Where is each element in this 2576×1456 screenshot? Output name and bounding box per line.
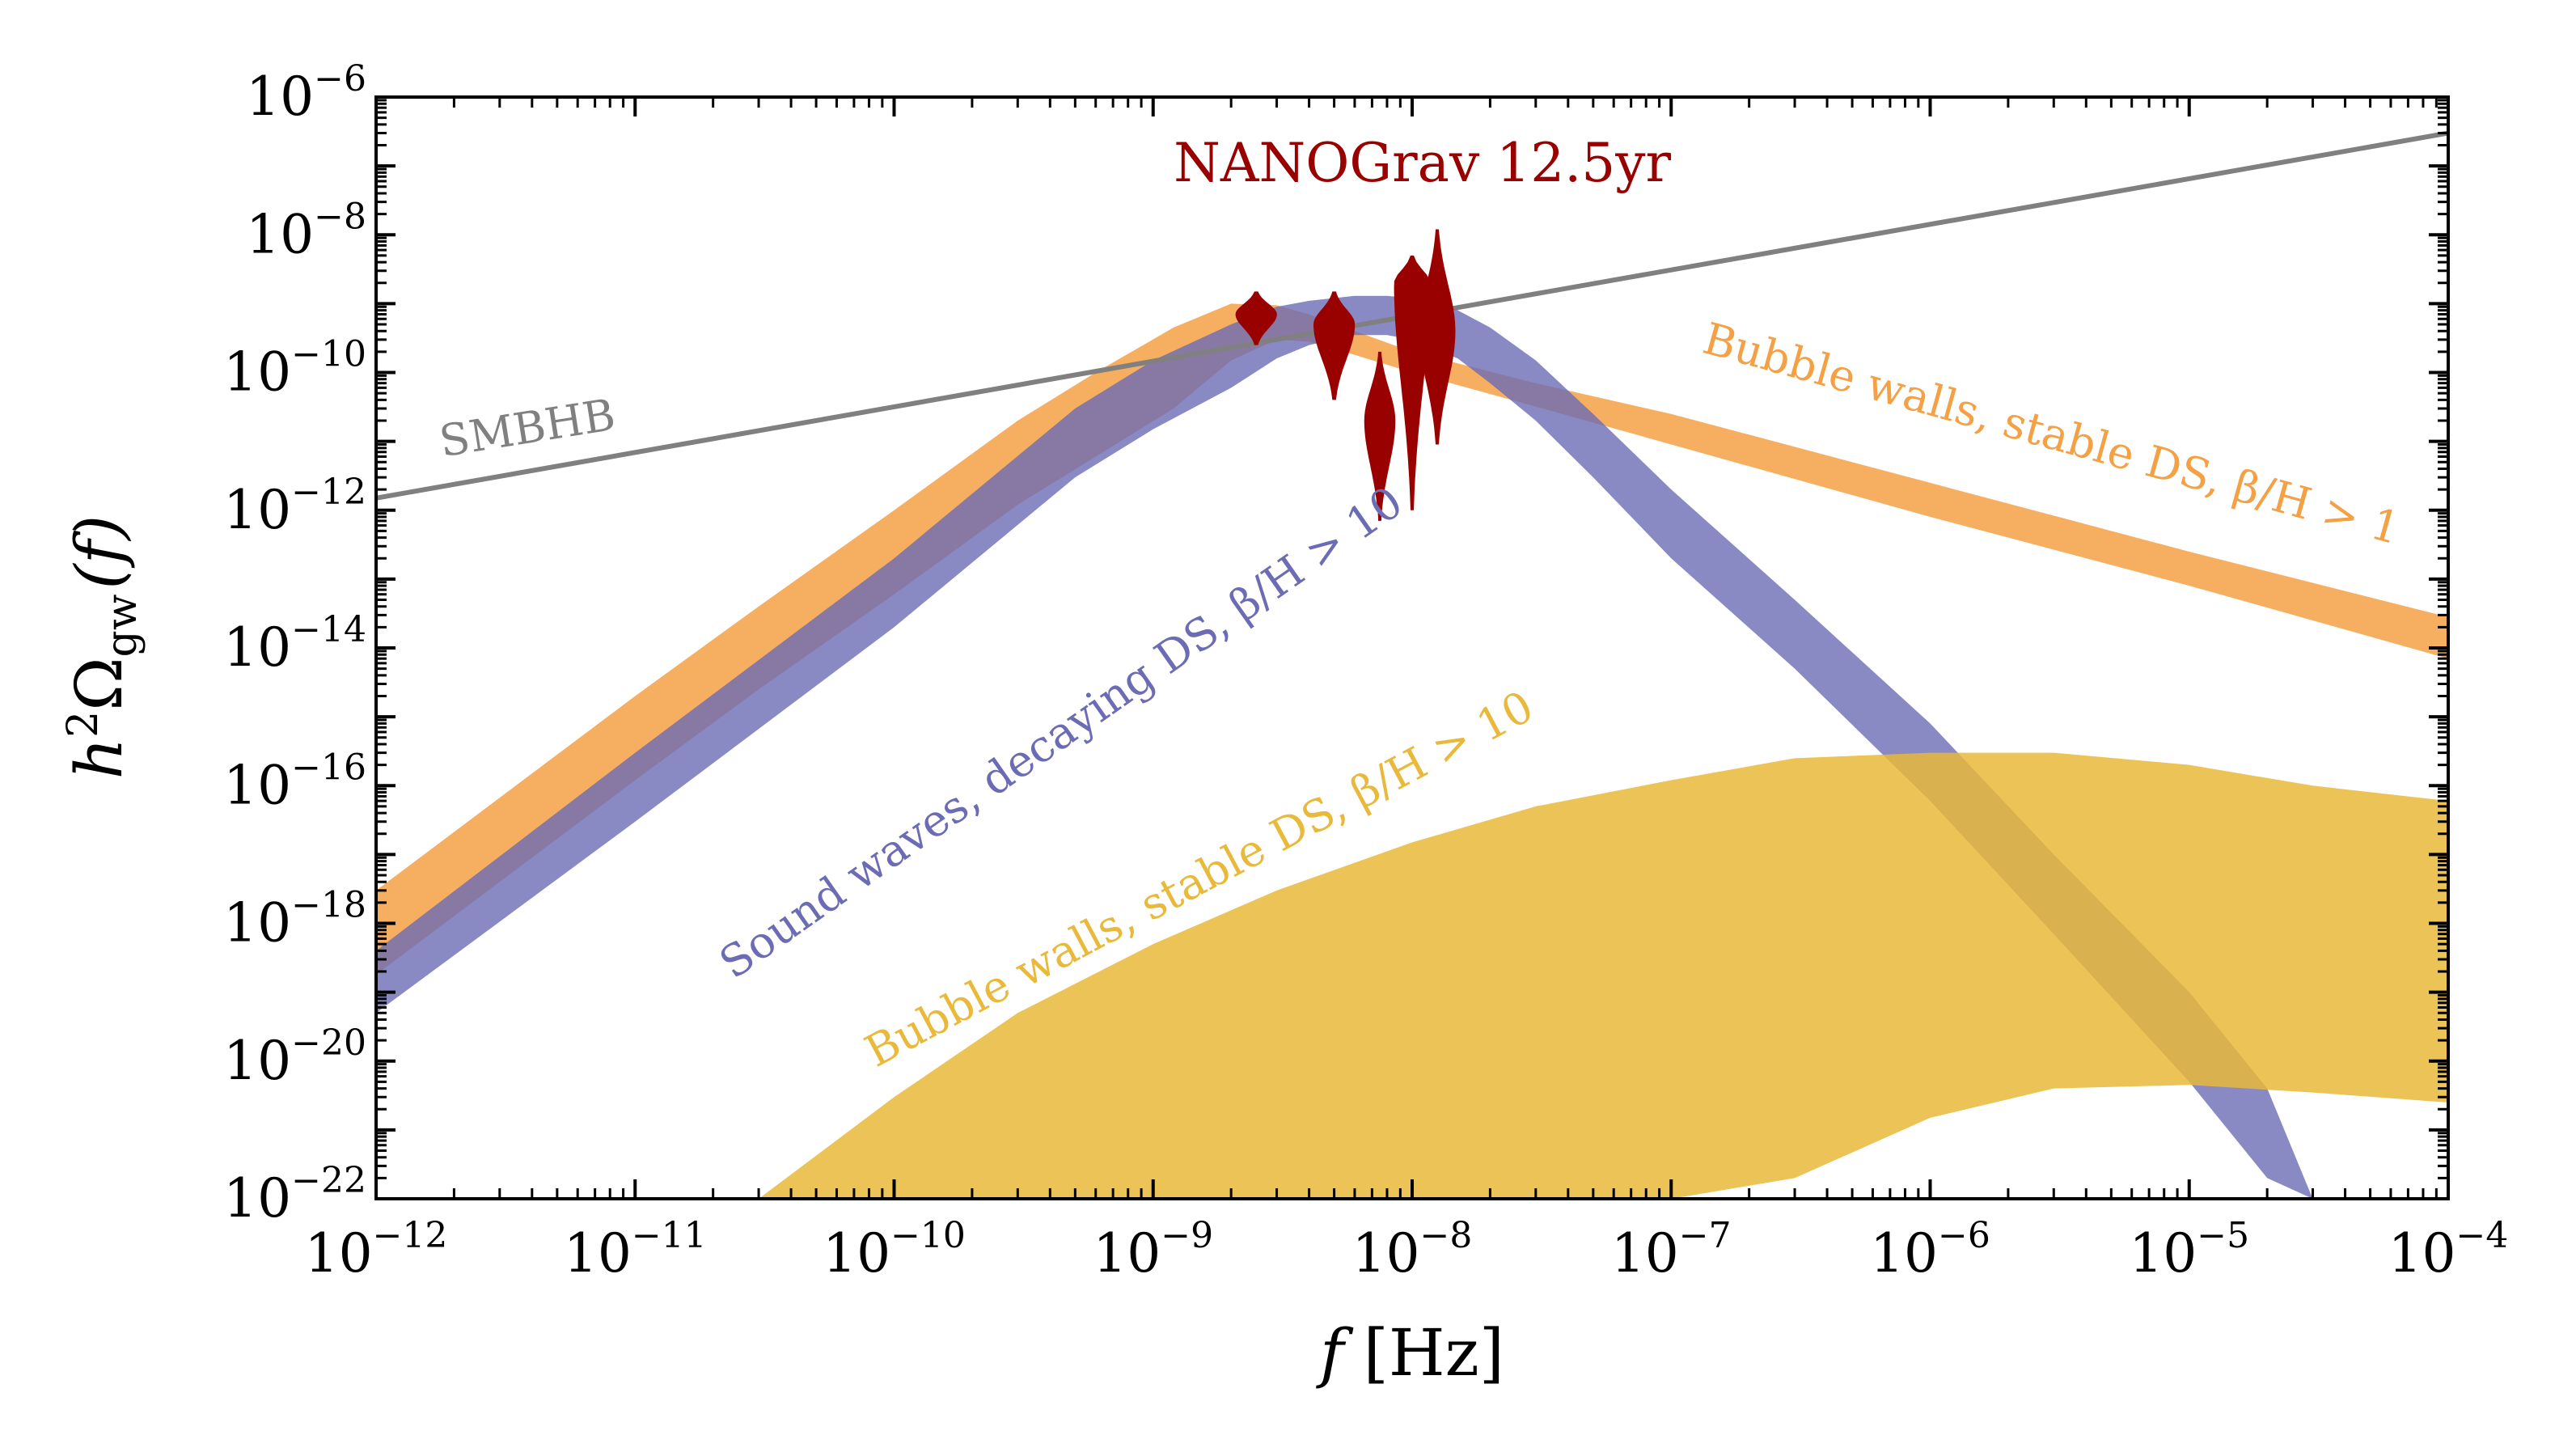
x-axis-unit: [Hz]	[1364, 1315, 1504, 1390]
y-tick-label: 10−14	[223, 609, 366, 679]
y-tick-labels: 10−6 10−8 10−10 10−12 10−14 10−16 10−18 10−20 10…	[223, 58, 366, 1230]
x-tick-label: 10−11	[564, 1215, 707, 1285]
x-tick-label: 10−12	[305, 1215, 448, 1285]
y-tick-label: 10−10	[223, 334, 366, 404]
y-tick-label: 10−16	[223, 747, 366, 816]
y-axis-title: h2Ωgw(f)	[59, 515, 146, 780]
y-tick-label: 10−22	[223, 1160, 366, 1230]
x-tick-label: 10−7	[1611, 1215, 1732, 1285]
x-tick-labels: 10−12 10−11 10−10 10−9 10−8 10−7 10−6 10−5 10−4	[305, 1215, 2509, 1285]
x-tick-label: 10−6	[1870, 1215, 1990, 1285]
plot-area	[376, 130, 2448, 1199]
y-axis-symbol: Ω	[61, 657, 137, 710]
y-tick-label: 10−8	[246, 196, 366, 265]
y-axis-sub: gw	[98, 595, 146, 658]
x-tick-label: 10−4	[2388, 1215, 2509, 1285]
band-sound-waves-decaying-ds-h-10	[376, 295, 2313, 1199]
y-tick-label: 10−6	[246, 58, 366, 128]
nanograv-violin-3	[1364, 351, 1396, 521]
nanograv-violin-2	[1313, 291, 1356, 400]
x-tick-label: 10−5	[2129, 1215, 2249, 1285]
nanograv-violin-1	[1235, 291, 1277, 345]
minor-ticks	[376, 97, 2448, 1199]
y-tick-label: 10−20	[223, 1022, 366, 1092]
plot-frame	[374, 95, 2450, 1200]
x-tick-label: 10−10	[823, 1215, 966, 1285]
x-tick-label: 10−8	[1352, 1215, 1473, 1285]
x-tick-label: 10−9	[1093, 1215, 1213, 1285]
y-tick-label: 10−12	[223, 472, 366, 541]
y-axis-arg: (f)	[61, 515, 137, 590]
label-nanograv-12-5yr: NANOGrav 12.5yr	[1174, 132, 1671, 194]
band-bubble-walls-stable-ds-h-10	[759, 752, 2448, 1199]
y-axis-sup: 2	[59, 711, 108, 738]
y-tick-label: 10−18	[223, 885, 366, 954]
y-axis-prefix: h	[61, 738, 137, 780]
nanograv-violin-5	[1419, 229, 1456, 445]
